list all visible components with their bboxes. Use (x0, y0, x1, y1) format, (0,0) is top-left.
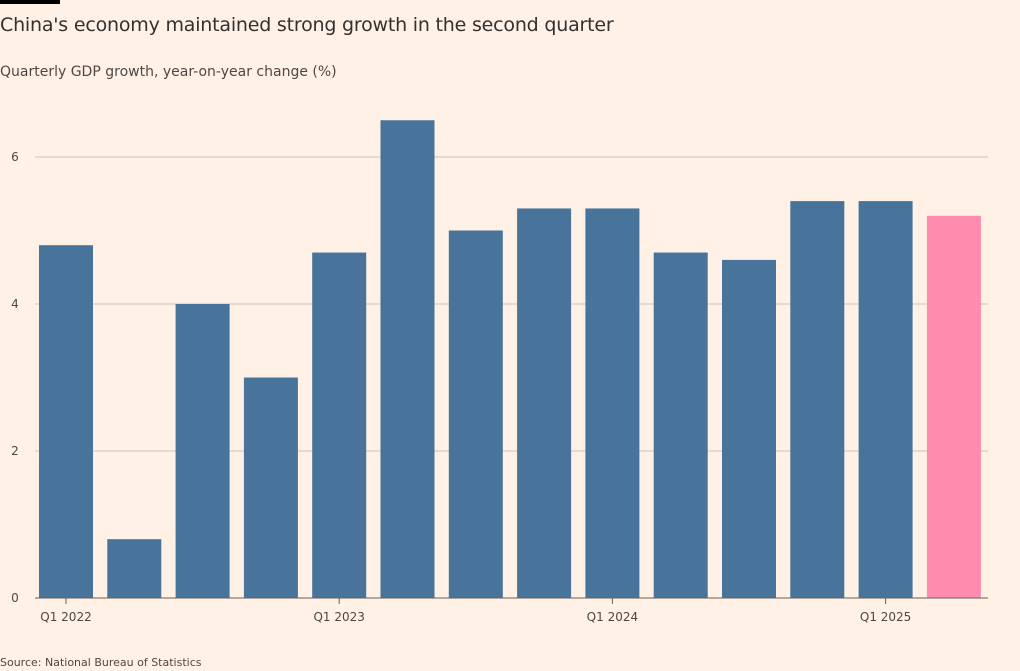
y-tick-label: 2 (11, 444, 19, 458)
bar-q1-2022 (39, 245, 93, 598)
bar-q1-2023 (312, 252, 367, 599)
bar-q1-2024 (585, 208, 640, 598)
chart-title: China's economy maintained strong growth… (0, 14, 614, 36)
x-tick-label: Q1 2023 (313, 610, 364, 624)
y-tick-label: 0 (11, 591, 19, 605)
brand-bar (0, 0, 60, 4)
source-note: Source: National Bureau of Statistics (0, 656, 202, 669)
chart-subtitle: Quarterly GDP growth, year-on-year chang… (0, 64, 337, 80)
y-tick-label: 4 (11, 297, 19, 311)
bar-q2-2023 (380, 120, 435, 598)
bar-q2-2025 (926, 215, 981, 599)
x-tick-label: Q1 2024 (587, 610, 638, 624)
x-tick-label: Q1 2022 (40, 610, 91, 624)
bar-q3-2022 (175, 304, 230, 598)
y-tick-label: 6 (11, 150, 19, 164)
bar-q3-2023 (448, 230, 503, 598)
bar-q2-2024 (653, 252, 708, 599)
x-axis: Q1 2022 Q1 2023 Q1 2024 Q1 2025 (35, 597, 988, 624)
bar-q3-2024 (722, 259, 776, 598)
bar-q4-2023 (517, 208, 572, 598)
bar-q1-2025 (858, 201, 913, 598)
bar-q4-2024 (790, 201, 845, 598)
bar-q2-2022 (107, 539, 162, 598)
bars (39, 120, 981, 599)
bar-q4-2022 (243, 377, 298, 598)
x-tick-label: Q1 2025 (860, 610, 911, 624)
